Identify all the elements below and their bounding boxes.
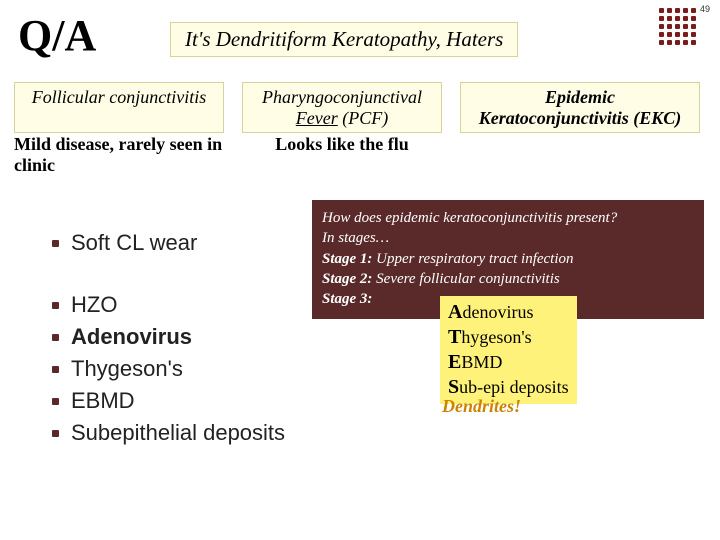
mnemonic-line: Adenovirus	[448, 300, 569, 325]
list-label: Subepithelial deposits	[71, 420, 285, 446]
header-pcf: Pharyngoconjunctival Fever (PCF)	[242, 82, 442, 133]
header-follicular: Follicular conjunctivitis	[14, 82, 224, 133]
dendrites-label: Dendrites!	[442, 396, 521, 417]
list-item: HZO	[52, 292, 285, 318]
bullet-icon	[52, 240, 59, 247]
list-label: HZO	[71, 292, 117, 318]
list-label: Soft CL wear	[71, 230, 197, 256]
explanation-intro: In stages…	[322, 228, 694, 248]
header-ekc-line1: Epidemic	[545, 87, 615, 107]
header-pcf-fever: Fever	[296, 108, 338, 128]
corner-decoration	[659, 8, 696, 45]
bullet-icon	[52, 302, 59, 309]
list-item: Thygeson's	[52, 356, 285, 382]
bullet-icon	[52, 366, 59, 373]
list-label: Adenovirus	[71, 324, 192, 350]
subheader-row: Mild disease, rarely seen in clinic Look…	[14, 134, 442, 175]
header-row: Follicular conjunctivitis Pharyngoconjun…	[14, 82, 706, 133]
page-title: It's Dendritiform Keratopathy, Haters	[170, 22, 518, 57]
list-label: EBMD	[71, 388, 135, 414]
explanation-stage2: Stage 2: Severe follicular conjunctiviti…	[322, 269, 694, 289]
header-pcf-line1: Pharyngoconjunctival	[262, 87, 422, 107]
list-item: Soft CL wear	[52, 230, 285, 256]
sub-pcf: Looks like the flu	[242, 134, 442, 175]
slide-number: 49	[700, 4, 710, 14]
list-item: EBMD	[52, 388, 285, 414]
mnemonic-line: EBMD	[448, 350, 569, 375]
header-ekc-line2: Keratoconjunctivitis (EKC)	[479, 108, 682, 128]
explanation-stage1: Stage 1: Upper respiratory tract infecti…	[322, 249, 694, 269]
mnemonic-box: Adenovirus Thygeson's EBMD Sub-epi depos…	[440, 296, 577, 404]
bullet-icon	[52, 334, 59, 341]
bullet-icon	[52, 430, 59, 437]
header-ekc: Epidemic Keratoconjunctivitis (EKC)	[460, 82, 700, 133]
list-item: Subepithelial deposits	[52, 420, 285, 446]
header-pcf-paren: (PCF)	[338, 108, 388, 128]
bullet-icon	[52, 398, 59, 405]
list-item: Adenovirus	[52, 324, 285, 350]
left-bullet-list: Soft CL wear HZO Adenovirus Thygeson's E…	[52, 230, 285, 452]
explanation-question: How does epidemic keratoconjunctivitis p…	[322, 208, 694, 228]
qa-label: Q/A	[18, 10, 96, 61]
mnemonic-line: Thygeson's	[448, 325, 569, 350]
list-label: Thygeson's	[71, 356, 183, 382]
sub-follicular: Mild disease, rarely seen in clinic	[14, 134, 224, 175]
